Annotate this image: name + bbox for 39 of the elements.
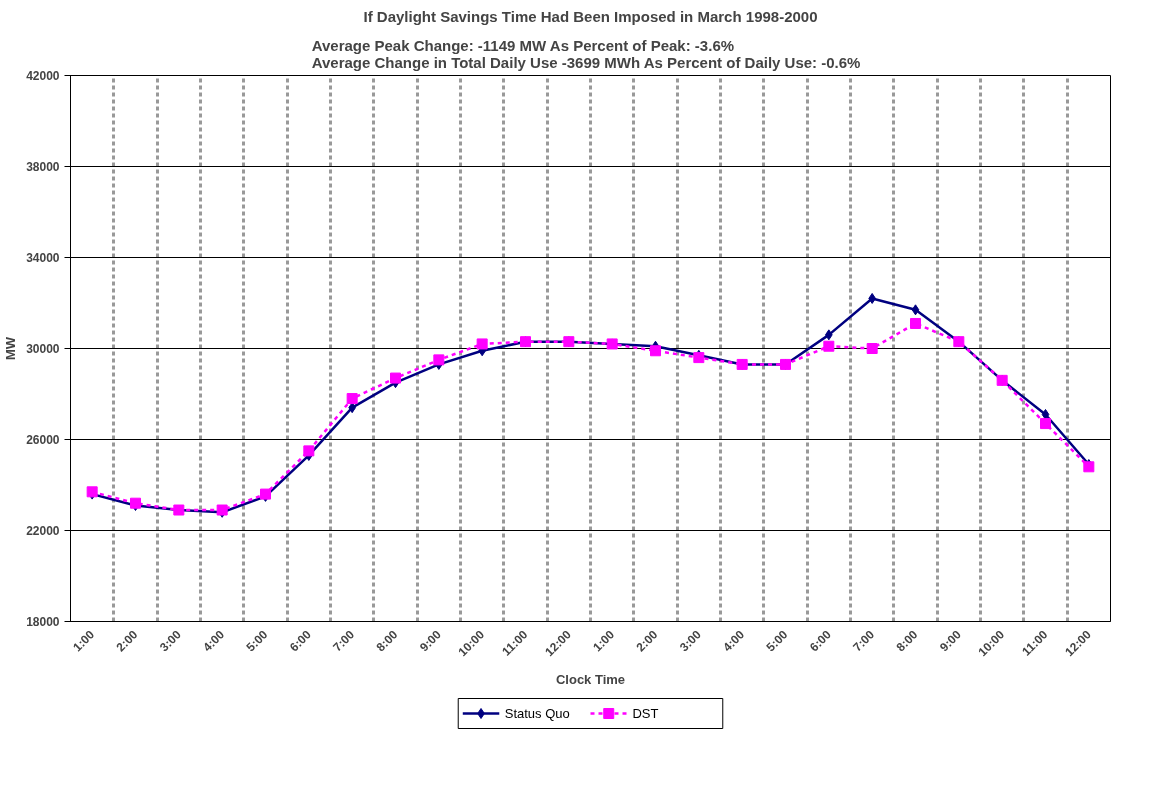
x-tick-label: 4:00 — [720, 627, 748, 655]
x-tick-label: 9:00 — [936, 627, 965, 655]
x-axis-title: Clock Time — [555, 672, 626, 688]
point — [390, 372, 401, 384]
chart-subtitle: Average Peak Change: -1149 MW As Percent of Peak: -3.6% Average Change in Total Daily Use -3699 MWh As Percent of Daily Use: -0.6% — [311, 36, 861, 71]
x-tick-label: 8:00 — [893, 627, 921, 655]
x-tick-label: 6:00 — [286, 627, 315, 655]
y-tick-label: 42000 — [26, 69, 60, 83]
y-tick-label: 30000 — [26, 342, 60, 356]
y-tick-label: 38000 — [26, 160, 60, 174]
x-tick-label: 7:00 — [850, 627, 878, 655]
point — [911, 304, 920, 316]
x-tick-label: 3:00 — [676, 627, 705, 655]
point — [823, 340, 835, 352]
point — [650, 345, 661, 357]
x-tick-label: 7:00 — [330, 627, 358, 655]
chart-title: If Daylight Savings Time Had Been Imposed in March 1998-2000 — [363, 7, 818, 25]
x-tick-label: 5:00 — [763, 627, 791, 655]
legend-label: Status Quo — [504, 706, 570, 721]
point — [433, 354, 445, 366]
y-tick-label: 18000 — [26, 615, 60, 629]
point — [1041, 408, 1050, 420]
point — [476, 338, 488, 350]
x-tick-label: 3:00 — [156, 627, 185, 655]
y-axis-title: MW — [3, 336, 19, 361]
y-tick-label: 34000 — [26, 251, 60, 265]
x-tick-label: 9:00 — [416, 627, 445, 655]
point — [1040, 418, 1051, 430]
x-tick-label: 6:00 — [806, 627, 835, 655]
legend-label: DST — [632, 706, 659, 721]
point — [346, 393, 358, 405]
x-tick-label: 8:00 — [373, 627, 401, 655]
point — [910, 317, 921, 329]
x-tick-label: 4:00 — [200, 627, 228, 655]
point — [303, 445, 315, 457]
x-tick-label: 5:00 — [243, 627, 271, 655]
y-tick-label: 22000 — [26, 524, 60, 538]
y-tick-label: 26000 — [26, 433, 60, 447]
point — [866, 343, 878, 354]
